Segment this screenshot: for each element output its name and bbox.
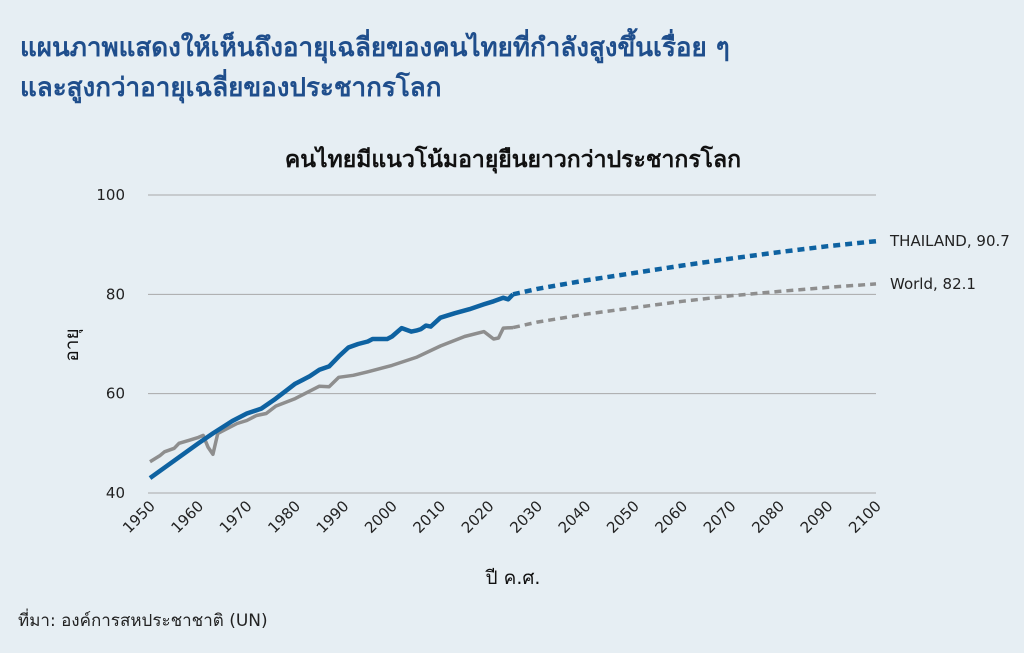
x-axis-label: ปี ค.ศ. [485, 567, 541, 589]
x-tick-2060: 2060 [651, 497, 691, 537]
headline-line-2: และสูงกว่าอายุเฉลี่ยของประชากรโลก [20, 73, 442, 103]
y-tick-80: 80 [106, 285, 125, 303]
world-end-label: World, 82.1 [890, 275, 976, 293]
headline-line-1: แผนภาพแสดงให้เห็นถึงอายุเฉลี่ยของคนไทยที… [20, 33, 730, 63]
y-tick-100: 100 [96, 186, 125, 204]
x-tick-1950: 1950 [119, 497, 159, 537]
x-tick-2090: 2090 [797, 497, 837, 537]
x-tick-1980: 1980 [264, 497, 304, 537]
y-axis-ticks: 40 60 80 100 [96, 186, 125, 502]
x-tick-2030: 2030 [506, 497, 546, 537]
thailand-projected-line [512, 238, 877, 297]
world-projected-line [512, 282, 877, 330]
series-lines [148, 238, 877, 480]
x-tick-2080: 2080 [748, 497, 788, 537]
source-note: ที่มา: องค์การสหประชาชาติ (UN) [18, 611, 268, 631]
x-tick-2100: 2100 [845, 497, 885, 537]
x-tick-2050: 2050 [603, 497, 643, 537]
grid-lines [148, 194, 876, 494]
x-tick-2070: 2070 [700, 497, 740, 537]
y-tick-40: 40 [106, 484, 125, 502]
x-tick-1960: 1960 [167, 497, 207, 537]
x-tick-1970: 1970 [216, 497, 256, 537]
x-tick-2040: 2040 [555, 497, 595, 537]
headline: แผนภาพแสดงให้เห็นถึงอายุเฉลี่ยของคนไทยที… [20, 28, 1000, 108]
x-tick-2020: 2020 [458, 497, 498, 537]
world-historical-line [149, 325, 514, 464]
x-tick-2010: 2010 [409, 497, 449, 537]
chart-title: คนไทยมีแนวโน้มอายุยืนยาวกว่าประชากรโลก [285, 145, 741, 174]
y-axis-label: อายุ [61, 328, 84, 361]
thailand-end-label: THAILAND, 90.7 [889, 232, 1010, 250]
x-axis-ticks: 1950 1960 1970 1980 1990 2000 2010 2020 2030 2040… [119, 497, 885, 537]
x-tick-2000: 2000 [361, 497, 401, 537]
y-tick-60: 60 [106, 385, 125, 403]
x-tick-1990: 1990 [313, 497, 353, 537]
thailand-historical-line [148, 292, 515, 480]
